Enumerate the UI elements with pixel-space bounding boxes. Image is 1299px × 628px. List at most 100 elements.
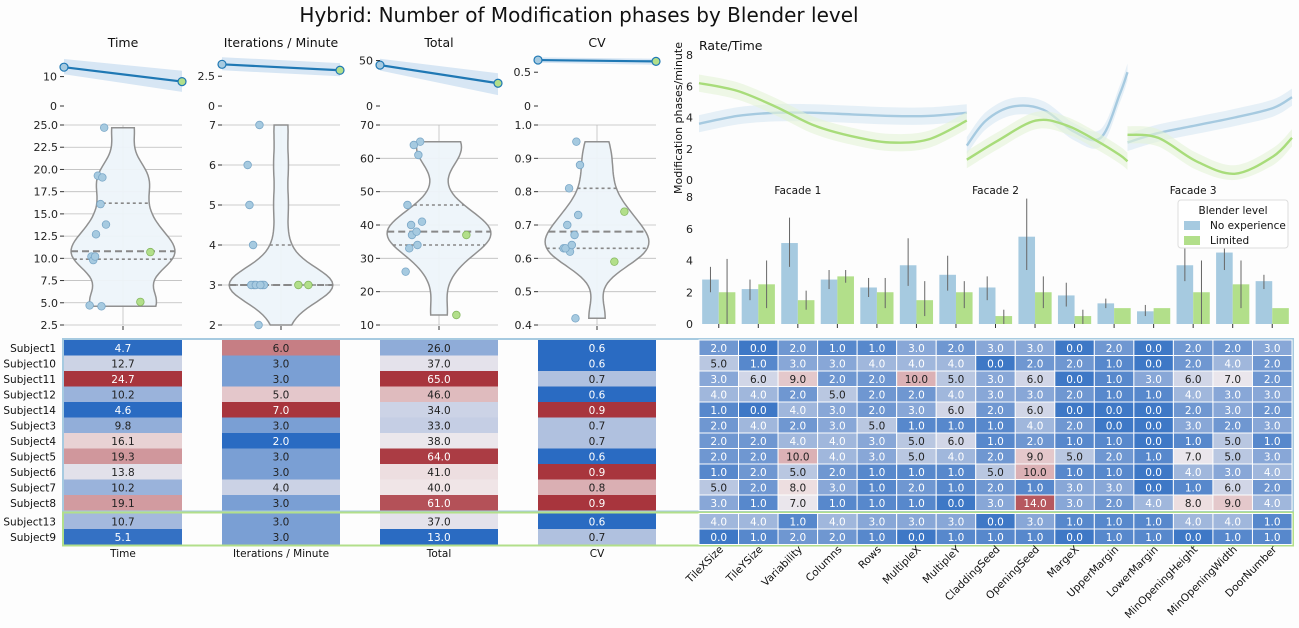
param-cell: 3.0	[817, 479, 858, 496]
heat-cell-label: 2.0	[829, 467, 846, 479]
point-no-experience	[417, 217, 427, 226]
param-cell: 1.0	[738, 528, 779, 545]
heat-cell-label: 2.0	[1264, 358, 1281, 370]
heat-cell-label: 0.6	[589, 389, 606, 401]
heat-cell-label: 3.0	[829, 405, 846, 417]
param-cell: 4.0	[817, 513, 858, 530]
heat-cell-label: 1.0	[1106, 516, 1123, 528]
y-tick-label: 50	[360, 186, 374, 199]
y-tick-label: 20	[360, 286, 374, 299]
param-cell: 2.0	[777, 528, 819, 545]
heat-cell-label: 1.0	[750, 532, 767, 544]
heat-cell	[380, 464, 498, 480]
param-cell: 3.0	[698, 494, 740, 511]
param-cell: 2.0	[1054, 355, 1095, 372]
heat-cell-label: 0.0	[1145, 405, 1162, 417]
param-cell: 4.0	[896, 355, 937, 372]
violin-row: 2.5 5.0 7.5 10.0 12.5 15.0 17.5 20.0 22.5 25.0 2 3 4…	[34, 119, 656, 332]
param-cell: 1.0	[896, 417, 937, 434]
heat-cell-label: 10.7	[111, 516, 134, 528]
heat-cell-label: 4.0	[1185, 516, 1202, 528]
param-cell: 4.0	[935, 355, 977, 372]
heat-cell-label: 2.0	[1066, 358, 1083, 370]
heat-cell	[64, 495, 182, 511]
facade-label: Facade 3	[1170, 185, 1217, 197]
param-cell: 5.0	[856, 417, 898, 434]
heat-cell-label: 3.0	[273, 358, 290, 370]
param-cell: 1.0	[856, 494, 898, 511]
point-limited	[452, 310, 461, 320]
heat-cell-label: 1.0	[987, 532, 1004, 544]
heat-cell-label: 3.0	[1027, 516, 1044, 528]
column-label: Columns	[804, 544, 845, 585]
param-cell: 2.0	[698, 417, 740, 434]
heat-cell-label: 13.0	[427, 532, 450, 544]
point-no-experience	[412, 227, 421, 236]
param-cell: 0.0	[1054, 528, 1095, 545]
heat-cell-label: 46.0	[427, 389, 450, 401]
point-limited	[304, 280, 313, 290]
heat-cell-label: 5.0	[869, 420, 886, 432]
heat-cell-label: 10.2	[111, 482, 134, 494]
heat-cell-label: 2.0	[789, 343, 806, 355]
param-cell: 2.0	[896, 479, 937, 496]
param-cell: 2.0	[975, 401, 1016, 418]
y-tick-label: 6	[686, 223, 693, 236]
panel-title: Rate/Time	[699, 38, 763, 53]
param-cell: 3.0	[856, 513, 898, 530]
heat-cell	[538, 355, 656, 371]
param-cell: 2.0	[856, 401, 898, 418]
y-tick-label: 22.5	[34, 141, 59, 154]
heat-cell-label: 2.0	[789, 532, 806, 544]
param-cell: 3.0	[1212, 401, 1253, 418]
heat-cell	[538, 495, 656, 511]
heat-cell-label: 1.0	[948, 420, 965, 432]
point-no-experience	[248, 240, 258, 250]
heat-cell-label: 4.0	[1185, 389, 1202, 401]
heat-cell-label: 1.0	[1264, 516, 1281, 528]
heat-cell-label: 2.0	[789, 420, 806, 432]
bar-limited	[1153, 308, 1171, 324]
heat-cell-label: 1.0	[829, 343, 846, 355]
point-no-experience	[254, 320, 263, 330]
bar-no-experience	[1255, 281, 1273, 324]
heat-cell-label: 3.0	[273, 467, 290, 479]
row-label: Subject10	[3, 358, 56, 370]
param-cell: 1.0	[856, 339, 898, 356]
heat-cell-label: 3.0	[869, 516, 886, 528]
heat-cell-label: 1.0	[948, 532, 965, 544]
heat-cell-label: 2.0	[750, 482, 767, 494]
heat-cell-label: 0.0	[1145, 420, 1162, 432]
heat-cell-label: 4.0	[908, 358, 925, 370]
violin-body	[70, 126, 176, 308]
heat-cell-label: 1.0	[829, 498, 846, 510]
param-cell: 4.0	[935, 448, 977, 465]
heat-cell-label: 3.0	[987, 343, 1004, 355]
param-cell: 3.0	[1014, 339, 1056, 356]
point-no-experience	[403, 200, 412, 210]
param-cell: 1.0	[1093, 432, 1135, 449]
heat-cell-label: 0.0	[948, 498, 965, 510]
y-tick-label: 0	[50, 100, 57, 113]
param-cell: 3.0	[1251, 386, 1293, 403]
heat-cell-label: 1.0	[869, 343, 886, 355]
param-cell: 4.0	[738, 386, 779, 403]
y-tick-label: 4	[686, 112, 693, 125]
point-limited	[294, 280, 303, 290]
param-cell: 4.0	[1172, 513, 1214, 530]
y-tick-label: 2	[209, 319, 216, 332]
heat-cell-label: 5.0	[273, 389, 290, 401]
y-tick-label: 8	[686, 49, 693, 62]
bar-limited	[837, 276, 854, 324]
y-tick-label: 6	[686, 80, 693, 93]
heat-cell-label: 5.0	[710, 358, 727, 370]
param-cell: 0.0	[935, 494, 977, 511]
point-no-experience	[414, 150, 423, 160]
param-cell: 3.0	[1212, 463, 1253, 480]
regression-panel-3: Total 0 50	[359, 35, 503, 113]
heat-cell-label: 26.0	[427, 343, 450, 355]
heat-cell-label: 2.0	[1185, 405, 1202, 417]
legend-swatch-limited	[1184, 236, 1200, 245]
point-no-experience	[413, 240, 422, 250]
heat-cell-label: 5.0	[1224, 451, 1241, 463]
